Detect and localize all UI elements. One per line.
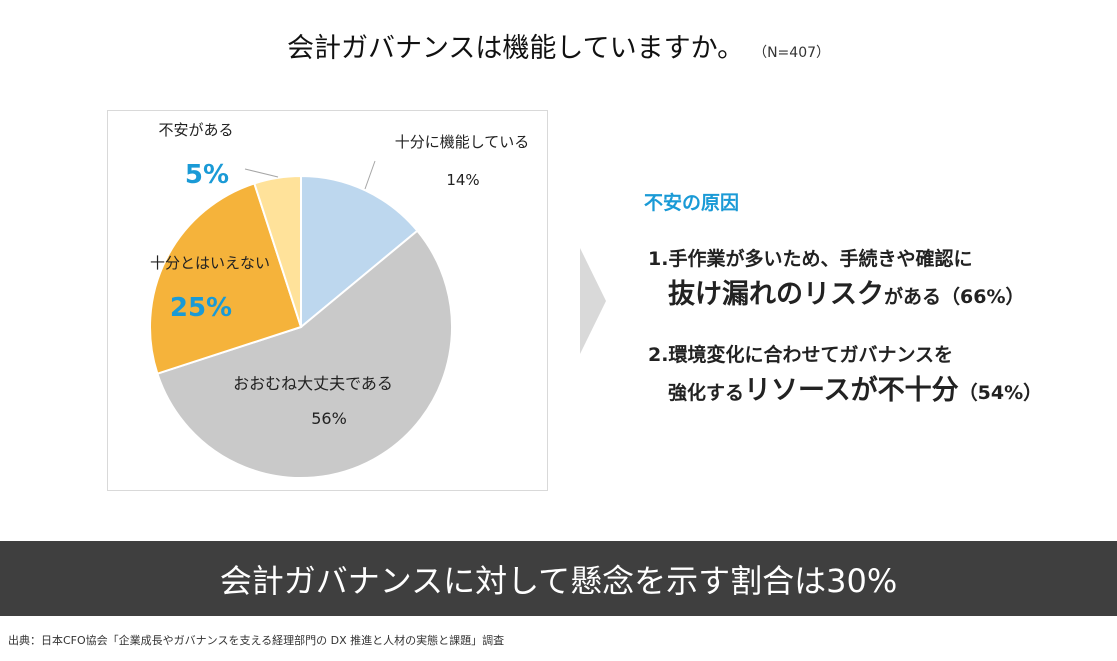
cause-title: 不安の原因 — [644, 192, 740, 214]
pie-chart: 十分に機能している 14% おおむね大丈夫である 56% 十分とはいえない 25% 不安があ… — [149, 121, 530, 479]
pie-value-anxious: 5% — [185, 160, 229, 190]
leader-line-anxious — [244, 168, 279, 178]
pie-slice-fully-functioning — [300, 174, 419, 330]
pie-slice-not-sufficient — [149, 182, 303, 375]
cause-2-tail: （54%） — [958, 382, 1043, 404]
summary-banner: 会計ガバナンスに対して懸念を示す割合は30% — [0, 541, 1117, 616]
title-text: 会計ガバナンスは機能していますか。 — [286, 33, 745, 64]
leader-line-fully-functioning — [364, 160, 376, 190]
pie-value-mostly-fine: 56% — [311, 409, 347, 428]
cause-1-line-2: 抜け漏れのリスクがある（66%） — [668, 272, 1024, 311]
cause-2-line-2: 強化するリソースが不十分（54%） — [668, 368, 1042, 407]
pie-label-fully-functioning: 十分に機能している — [395, 133, 530, 151]
pie-slice-mostly-fine — [156, 229, 453, 479]
sample-size: （N=407） — [760, 45, 831, 61]
chevron-right-icon — [580, 248, 606, 354]
pie-label-not-sufficient: 十分とはいえない — [150, 254, 270, 272]
cause-1-emphasis: 抜け漏れのリスク — [668, 279, 884, 310]
cause-2-emphasis: リソースが不十分 — [744, 375, 959, 406]
pie-chart-panel: 十分に機能している 14% おおむね大丈夫である 56% 十分とはいえない 25% 不安があ… — [107, 110, 548, 491]
pie-label-anxious: 不安がある — [158, 121, 233, 139]
pie-value-not-sufficient: 25% — [170, 293, 232, 323]
pie-label-mostly-fine: おおむね大丈夫である — [233, 374, 393, 393]
source-note: 出典：日本CFO協会「企業成長やガバナンスを支える経理部門の DX 推進と人材の… — [8, 634, 505, 647]
page-title: 会計ガバナンスは機能していますか。 （N=407） — [0, 26, 1117, 65]
cause-2-lead: 強化する — [668, 382, 745, 404]
cause-1-line-1: 1.手作業が多いため、手続きや確認に — [648, 248, 973, 270]
cause-1-tail: がある（66%） — [884, 286, 1025, 308]
cause-2-line-1: 2.環境変化に合わせてガバナンスを — [648, 344, 954, 366]
pie-slice-anxious — [253, 174, 302, 328]
pie-value-fully-functioning: 14% — [446, 171, 479, 189]
